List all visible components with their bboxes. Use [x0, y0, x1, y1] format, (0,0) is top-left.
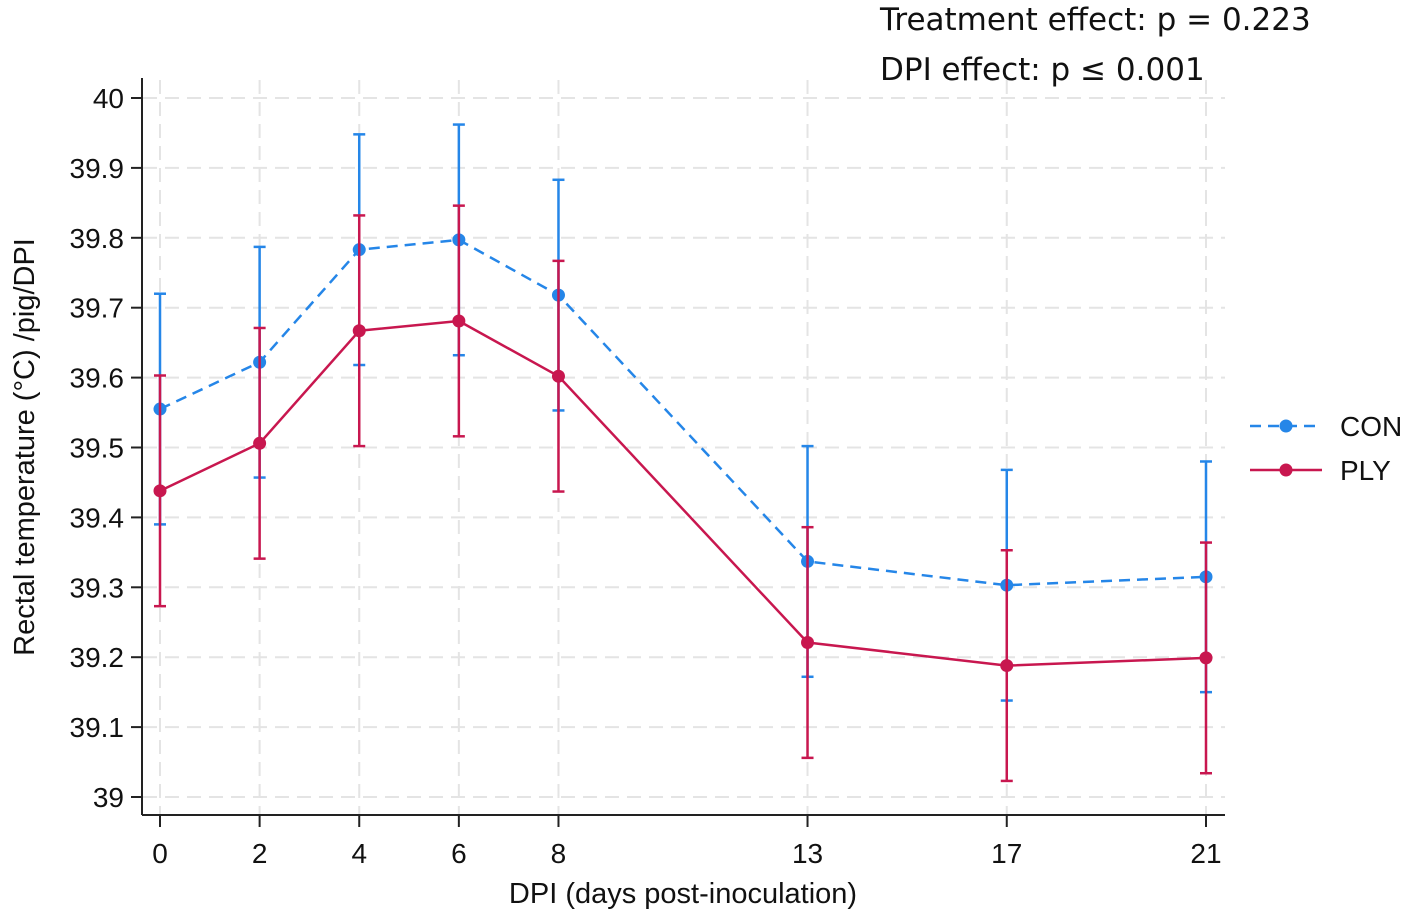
- y-tick-label: 39.8: [70, 223, 125, 254]
- x-tick-label: 2: [252, 838, 268, 869]
- data-point: [1000, 659, 1014, 673]
- y-tick-label: 39.4: [70, 502, 125, 533]
- dpi-effect-annotation: DPI effect: p ≤ 0.001: [880, 52, 1205, 88]
- x-tick-label: 21: [1190, 838, 1221, 869]
- x-tick-label: 6: [451, 838, 467, 869]
- x-tick-label: 0: [152, 838, 168, 869]
- x-axis-title: DPI (days post-inoculation): [509, 878, 857, 910]
- x-tick-label: 4: [351, 838, 367, 869]
- data-point: [452, 314, 466, 328]
- y-tick-label: 40: [93, 83, 124, 114]
- series-con: [153, 123, 1213, 702]
- series-ply: [153, 204, 1213, 783]
- y-tick-label: 39.9: [70, 153, 125, 184]
- data-point: [801, 636, 815, 650]
- y-tick-label: 39: [93, 782, 124, 813]
- y-tick-label: 39.3: [70, 572, 125, 603]
- legend-ply-label: PLY: [1340, 455, 1391, 486]
- x-tick-label: 8: [551, 838, 567, 869]
- series-line-ply: [159, 319, 1207, 667]
- data-point: [1199, 651, 1213, 665]
- data-point: [253, 436, 267, 450]
- data-series: [153, 123, 1213, 783]
- x-tick-label: 17: [991, 838, 1022, 869]
- legend: CON PLY: [1250, 411, 1402, 486]
- y-axis-title: Rectal temperature (°C) /pig/DPI: [9, 238, 41, 656]
- legend-ply-marker: [1279, 463, 1293, 477]
- data-point: [551, 369, 565, 383]
- legend-con-marker: [1279, 419, 1293, 433]
- y-tick-label: 39.6: [70, 363, 125, 394]
- legend-con-label: CON: [1340, 411, 1402, 442]
- gridlines: [143, 80, 1225, 814]
- y-tick-label: 39.1: [70, 712, 125, 743]
- y-tick-label: 39.7: [70, 293, 125, 324]
- treatment-effect-annotation: Treatment effect: p = 0.223: [880, 2, 1311, 38]
- y-tick-label: 39.5: [70, 433, 125, 464]
- x-tick-label: 13: [792, 838, 823, 869]
- data-point: [352, 324, 366, 338]
- axis-ticks: 3939.139.239.339.439.539.639.739.839.940…: [70, 83, 1222, 869]
- y-tick-label: 39.2: [70, 642, 125, 673]
- series-line-con: [159, 238, 1207, 587]
- data-point: [153, 484, 167, 498]
